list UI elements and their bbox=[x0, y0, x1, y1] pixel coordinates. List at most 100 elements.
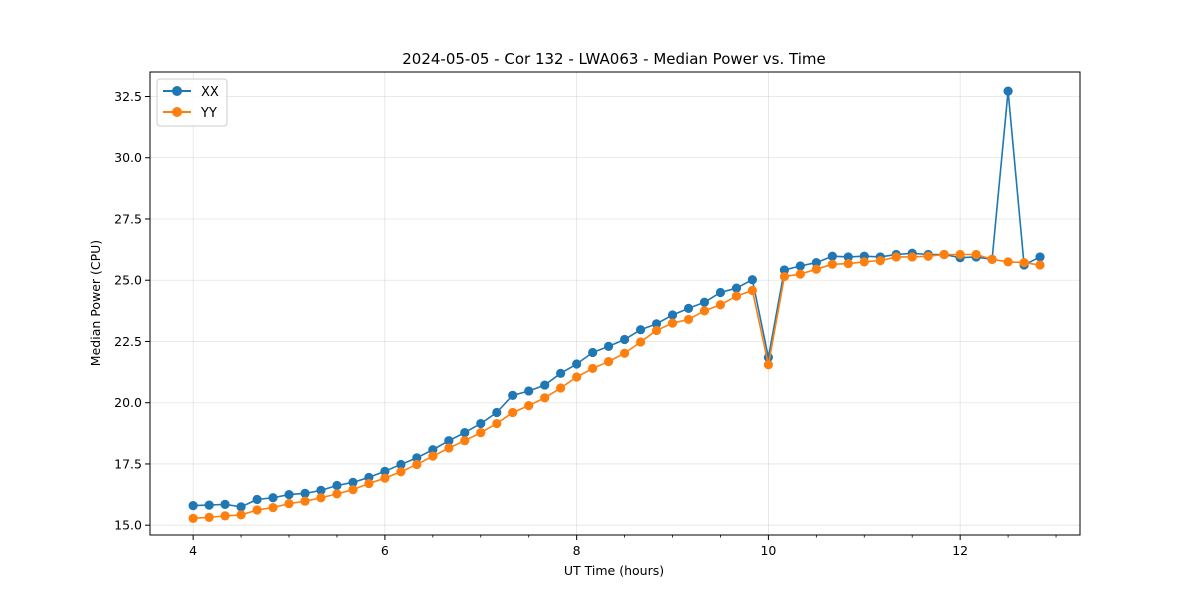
series-layer bbox=[188, 86, 1045, 523]
data-point-xx bbox=[332, 480, 342, 491]
data-point-yy bbox=[779, 271, 790, 282]
data-point-yy bbox=[939, 249, 949, 260]
x-tick-label: 8 bbox=[573, 543, 581, 558]
data-point-yy bbox=[284, 499, 294, 509]
data-point-yy bbox=[875, 256, 885, 266]
legend: XX YY bbox=[156, 78, 228, 127]
data-point-xx bbox=[747, 275, 757, 285]
data-point-yy bbox=[763, 360, 774, 370]
data-point-xx bbox=[476, 418, 486, 429]
data-point-yy bbox=[827, 259, 837, 269]
data-point-yy bbox=[1003, 257, 1013, 267]
data-point-xx bbox=[795, 261, 805, 271]
data-point-xx bbox=[667, 310, 678, 320]
data-point-xx bbox=[396, 459, 406, 470]
data-point-yy bbox=[651, 325, 662, 336]
data-point-yy bbox=[476, 428, 486, 438]
data-point-xx bbox=[603, 341, 614, 351]
data-point-xx bbox=[460, 428, 470, 438]
data-point-xx bbox=[204, 500, 214, 510]
data-point-yy bbox=[923, 251, 933, 261]
data-point-xx bbox=[444, 436, 454, 446]
y-tick-label: 25.0 bbox=[114, 273, 142, 288]
data-point-xx bbox=[284, 489, 294, 500]
data-point-xx bbox=[412, 453, 422, 463]
data-point-yy bbox=[316, 493, 326, 503]
series-xx bbox=[188, 86, 1045, 512]
data-point-yy bbox=[955, 249, 965, 260]
data-point-yy bbox=[1035, 260, 1045, 270]
data-point-xx bbox=[236, 502, 246, 512]
data-point-yy bbox=[204, 512, 214, 522]
data-point-yy bbox=[1019, 257, 1029, 268]
data-point-yy bbox=[188, 513, 198, 523]
axes: 4 6 8 10 12 15.0 17.5 20.0 22.5 25.0 27.5 30.0 32.5 bbox=[114, 89, 1057, 558]
data-point-xx bbox=[316, 485, 326, 496]
data-point-yy bbox=[619, 348, 630, 358]
data-point-yy bbox=[636, 337, 646, 347]
chart-title: 2024-05-05 - Cor 132 - LWA063 - Median P… bbox=[402, 50, 826, 68]
data-point-yy bbox=[396, 467, 406, 477]
data-point-yy bbox=[715, 300, 726, 310]
data-point-yy bbox=[891, 252, 901, 262]
data-point-yy bbox=[444, 443, 454, 453]
y-tick-label: 15.0 bbox=[114, 518, 142, 533]
data-point-yy bbox=[220, 511, 230, 521]
y-tick-label: 20.0 bbox=[114, 395, 142, 410]
series-yy bbox=[188, 249, 1045, 523]
data-point-xx bbox=[843, 252, 853, 262]
data-point-xx bbox=[300, 488, 310, 498]
data-point-yy bbox=[524, 401, 534, 411]
data-point-yy bbox=[811, 264, 821, 274]
data-point-xx bbox=[348, 477, 358, 487]
data-point-xx bbox=[492, 407, 502, 418]
data-point-xx bbox=[540, 380, 550, 390]
data-point-yy bbox=[747, 285, 757, 296]
data-point-xx bbox=[636, 325, 646, 335]
y-tick-label: 32.5 bbox=[114, 89, 142, 104]
data-point-xx bbox=[556, 368, 566, 378]
data-point-yy bbox=[508, 407, 518, 418]
data-point-xx bbox=[268, 493, 278, 503]
data-point-xx bbox=[811, 257, 821, 268]
data-point-yy bbox=[572, 372, 582, 382]
data-point-xx bbox=[220, 499, 230, 509]
data-point-yy bbox=[987, 254, 997, 264]
data-point-yy bbox=[683, 314, 694, 325]
data-point-xx bbox=[683, 303, 694, 313]
data-point-xx bbox=[252, 494, 262, 505]
data-point-yy bbox=[268, 502, 278, 513]
legend-marker-yy bbox=[172, 107, 182, 117]
data-point-xx bbox=[572, 359, 582, 369]
data-point-yy bbox=[843, 258, 853, 269]
data-point-xx bbox=[428, 445, 438, 455]
data-point-xx bbox=[619, 334, 630, 345]
x-tick-label: 10 bbox=[760, 543, 776, 558]
data-point-yy bbox=[364, 478, 374, 489]
x-tick-label: 6 bbox=[381, 543, 389, 558]
data-point-yy bbox=[252, 505, 262, 515]
legend-label-xx: XX bbox=[201, 85, 219, 100]
y-tick-label: 22.5 bbox=[114, 334, 142, 349]
data-point-yy bbox=[236, 510, 246, 520]
data-point-yy bbox=[300, 496, 310, 506]
legend-label-yy: YY bbox=[200, 106, 217, 121]
data-point-yy bbox=[588, 363, 598, 374]
data-point-yy bbox=[412, 459, 422, 470]
data-point-yy bbox=[492, 418, 502, 429]
y-tick-label: 17.5 bbox=[114, 456, 142, 471]
data-point-xx bbox=[524, 386, 534, 396]
plot-frame bbox=[149, 71, 1081, 536]
y-tick-label: 30.0 bbox=[114, 150, 142, 165]
data-point-xx bbox=[779, 265, 790, 275]
data-point-yy bbox=[428, 451, 438, 461]
data-point-xx bbox=[827, 251, 837, 261]
data-point-yy bbox=[332, 489, 342, 499]
data-point-yy bbox=[603, 356, 614, 367]
data-point-xx bbox=[715, 287, 726, 298]
data-point-yy bbox=[380, 473, 390, 483]
data-point-yy bbox=[907, 252, 917, 262]
data-point-yy bbox=[540, 393, 550, 403]
y-axis-label: Median Power (CPU) bbox=[88, 240, 103, 366]
data-point-yy bbox=[731, 291, 742, 301]
